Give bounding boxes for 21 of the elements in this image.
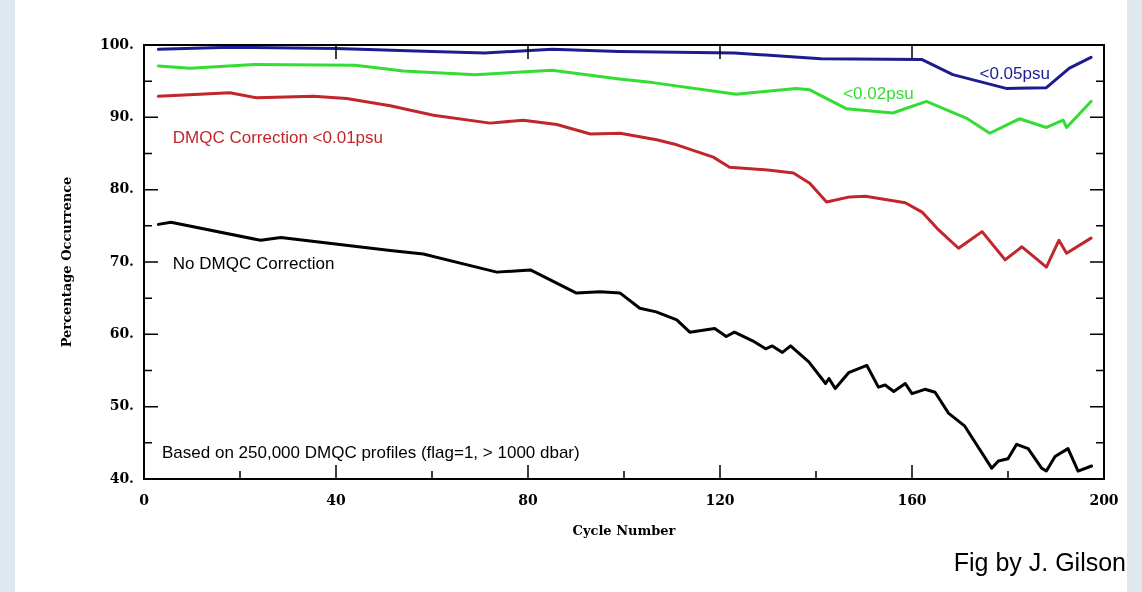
y-tick-label: 80. xyxy=(109,180,134,197)
y-axis-title: Percentage Occurrence xyxy=(59,176,75,348)
y-tick-label: 70. xyxy=(109,252,134,269)
y-tick-label: 60. xyxy=(109,324,134,341)
x-tick-label: 120 xyxy=(705,492,735,509)
y-tick-label: 40. xyxy=(109,469,134,486)
y-tick-label: 50. xyxy=(109,397,134,414)
x-tick-label: 160 xyxy=(897,492,927,509)
text: Fig by J. Gilson xyxy=(953,547,1126,576)
annotation: Based on 250,000 DMQC profiles (flag=1, > 1000 dbar) xyxy=(162,442,580,462)
x-tick-label: 0 xyxy=(139,492,150,509)
series-label: <0.02psu xyxy=(843,83,914,103)
x-tick-label: 80 xyxy=(518,492,538,509)
y-tick-label: 90. xyxy=(109,107,134,124)
y-tick-label: 100. xyxy=(99,35,134,52)
series-label: DMQC Correction <0.01psu xyxy=(172,128,384,147)
series-label: <0.05psu xyxy=(979,63,1050,83)
series-label: No DMQC Correction xyxy=(172,253,335,273)
x-tick-label: 200 xyxy=(1089,492,1119,509)
x-tick-label: 40 xyxy=(326,492,346,509)
x-axis-title: Cycle Number xyxy=(572,522,676,538)
